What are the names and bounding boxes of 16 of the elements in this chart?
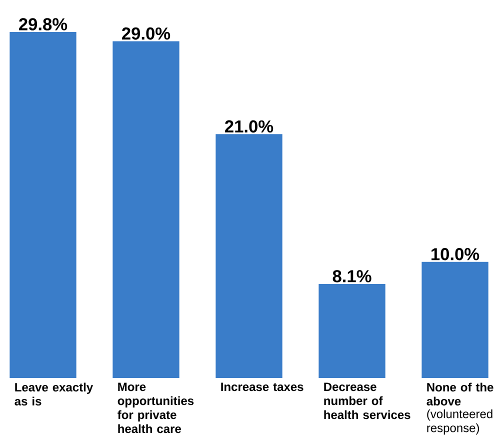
x-tick-label: Increase taxes — [221, 382, 304, 392]
data-label: 21.0% — [225, 120, 274, 133]
x-tick-label: Decrease number of health services — [324, 382, 410, 420]
bar — [422, 262, 488, 378]
x-tick-label: Leave exactly as is — [14, 382, 94, 406]
data-label: 29.0% — [122, 27, 170, 40]
bar — [112, 41, 180, 378]
text: (volunteered response) — [427, 409, 492, 435]
data-label: 8.1% — [332, 270, 372, 282]
x-tick-label: More opportunities for private health care — [118, 382, 194, 434]
bar — [10, 32, 76, 378]
bar — [318, 284, 386, 378]
bar — [216, 134, 282, 378]
data-label: 10.0% — [432, 248, 480, 260]
x-tick-label: None of the above — [426, 382, 494, 406]
data-label: 29.8% — [19, 18, 68, 30]
